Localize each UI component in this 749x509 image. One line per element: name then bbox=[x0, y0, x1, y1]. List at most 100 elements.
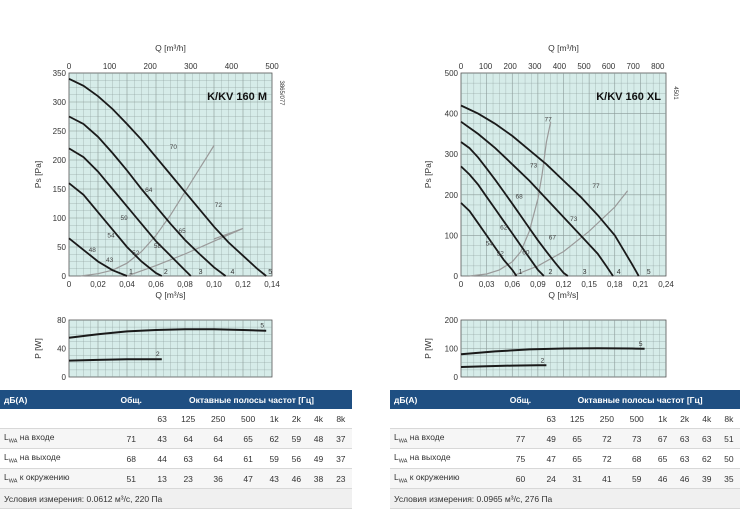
row-value: 56 bbox=[285, 448, 308, 469]
top-tick-label: 100 bbox=[479, 62, 493, 71]
system-curve-a bbox=[80, 145, 215, 277]
row-total: 68 bbox=[111, 448, 152, 469]
top-axis-label: Q [m³/h] bbox=[155, 43, 186, 53]
y-tick-label: 100 bbox=[53, 214, 67, 223]
header-dba: дБ(A) bbox=[390, 390, 501, 409]
top-tick-label: 0 bbox=[459, 62, 464, 71]
x-tick-label: 0,09 bbox=[530, 280, 546, 289]
y-tick-label: 400 bbox=[445, 110, 459, 119]
db-label: 64 bbox=[145, 187, 153, 194]
row-value: 46 bbox=[673, 468, 696, 489]
row-label: LWA к окружению bbox=[0, 468, 112, 489]
row-value: 63 bbox=[695, 428, 718, 449]
row-value: 51 bbox=[717, 428, 740, 449]
header-bands: Октавные полосы частот [Гц] bbox=[540, 390, 740, 409]
row-total: 71 bbox=[111, 428, 152, 449]
x-axis-label: Q [m³/s] bbox=[155, 290, 185, 300]
row-value: 64 bbox=[203, 428, 234, 449]
y-tick-label: 250 bbox=[53, 127, 67, 136]
row-value: 46 bbox=[285, 468, 308, 489]
band-label: 250 bbox=[592, 409, 622, 429]
fan-curve-4 bbox=[460, 120, 614, 277]
fan-curve-3 bbox=[460, 141, 569, 277]
db-label: 52 bbox=[132, 250, 140, 257]
fan-curve-label: 3 bbox=[199, 269, 203, 276]
row-value: 23 bbox=[329, 468, 352, 489]
x-tick-label: 0,03 bbox=[479, 280, 495, 289]
power-curve-label: 5 bbox=[260, 323, 264, 330]
row-value: 63 bbox=[673, 448, 696, 469]
fan-curve-label: 2 bbox=[164, 269, 168, 276]
power-curve-2 bbox=[68, 358, 162, 362]
row-value: 64 bbox=[203, 448, 234, 469]
top-tick-label: 200 bbox=[144, 62, 158, 71]
row-value: 64 bbox=[173, 428, 204, 449]
x-tick-label: 0,15 bbox=[581, 280, 597, 289]
db-label: 73 bbox=[530, 163, 538, 170]
band-label: 125 bbox=[173, 409, 204, 429]
row-value: 41 bbox=[592, 468, 622, 489]
top-tick-label: 600 bbox=[602, 62, 616, 71]
db-label: 73 bbox=[570, 216, 578, 223]
db-label: 65 bbox=[178, 228, 186, 235]
db-label: 59 bbox=[120, 215, 128, 222]
fan-curve-label: 5 bbox=[647, 269, 651, 276]
row-label: LWA на выходе bbox=[390, 448, 501, 469]
power-curve-label: 2 bbox=[156, 351, 160, 358]
chart-kkv-160-m: 0 0,02 0,04 0,06 0,08 0,10 0,12 0,140 100 200 300 4… bbox=[33, 43, 284, 382]
y-axis-label: Ps [Pa] bbox=[423, 161, 433, 188]
row-value: 44 bbox=[151, 448, 174, 469]
power-y-tick: 0 bbox=[62, 373, 67, 382]
row-value: 47 bbox=[233, 468, 264, 489]
band-label: 125 bbox=[562, 409, 592, 429]
row-value: 39 bbox=[695, 468, 718, 489]
band-label: 4k bbox=[695, 409, 718, 429]
top-tick-label: 500 bbox=[577, 62, 591, 71]
band-label: 8k bbox=[717, 409, 740, 429]
band-label: 250 bbox=[203, 409, 234, 429]
header-dba: дБ(A) bbox=[0, 390, 112, 409]
row-value: 38 bbox=[307, 468, 330, 489]
condition-row: Условия измерения: 0.0965 м³/с, 276 Па bbox=[390, 488, 740, 509]
row-value: 62 bbox=[263, 428, 286, 449]
table-row: LWA на входе 71 43 64 64 65 62 59 48 37 bbox=[0, 428, 352, 449]
measurement-condition: Условия измерения: 0.0612 м³/с, 220 Па bbox=[0, 488, 352, 509]
row-value: 37 bbox=[329, 428, 352, 449]
power-curve-label: 2 bbox=[541, 357, 545, 364]
x-tick-label: 0,12 bbox=[556, 280, 572, 289]
row-label: LWA на входе bbox=[0, 428, 112, 449]
band-label: 8k bbox=[329, 409, 352, 429]
power-y-tick: 200 bbox=[445, 316, 459, 325]
x-tick-label: 0,04 bbox=[119, 280, 135, 289]
row-value: 36 bbox=[203, 468, 234, 489]
row-total: 51 bbox=[111, 468, 152, 489]
row-value: 59 bbox=[285, 428, 308, 449]
db-label: 54 bbox=[486, 241, 494, 248]
y-tick-label: 0 bbox=[454, 272, 459, 281]
power-y-tick: 0 bbox=[454, 373, 459, 382]
row-value: 62 bbox=[695, 448, 718, 469]
fan-curve-2 bbox=[68, 182, 163, 277]
row-value: 43 bbox=[151, 428, 174, 449]
band-label: 4k bbox=[307, 409, 330, 429]
row-value: 13 bbox=[151, 468, 174, 489]
panel-kkv-160-m: 0 0,02 0,04 0,06 0,08 0,10 0,12 0,14 0 100 200 300 4… bbox=[0, 0, 370, 509]
y-tick-label: 0 bbox=[62, 272, 67, 281]
top-axis-label: Q [m³/h] bbox=[548, 43, 579, 53]
row-total: 75 bbox=[500, 448, 541, 469]
x-tick-label: 0,21 bbox=[633, 280, 649, 289]
model-title: K/KV 160 XL bbox=[596, 91, 661, 103]
db-label: 72 bbox=[215, 202, 223, 209]
top-tick-label: 200 bbox=[504, 62, 518, 71]
x-tick-label: 0,10 bbox=[206, 280, 222, 289]
y-tick-label: 300 bbox=[53, 98, 67, 107]
x-tick-label: 0,24 bbox=[658, 280, 674, 289]
row-value: 46 bbox=[651, 468, 674, 489]
fan-curve-label: 2 bbox=[548, 269, 552, 276]
db-label: 77 bbox=[592, 183, 600, 190]
fan-curve-label: 3 bbox=[583, 269, 587, 276]
band-label: 500 bbox=[621, 409, 652, 429]
db-label: 48 bbox=[89, 247, 97, 254]
noise-table-kkv-160-xl: дБ(A) Общ. Октавные полосы частот [Гц] 63 12… bbox=[390, 390, 740, 509]
top-tick-label: 700 bbox=[627, 62, 641, 71]
